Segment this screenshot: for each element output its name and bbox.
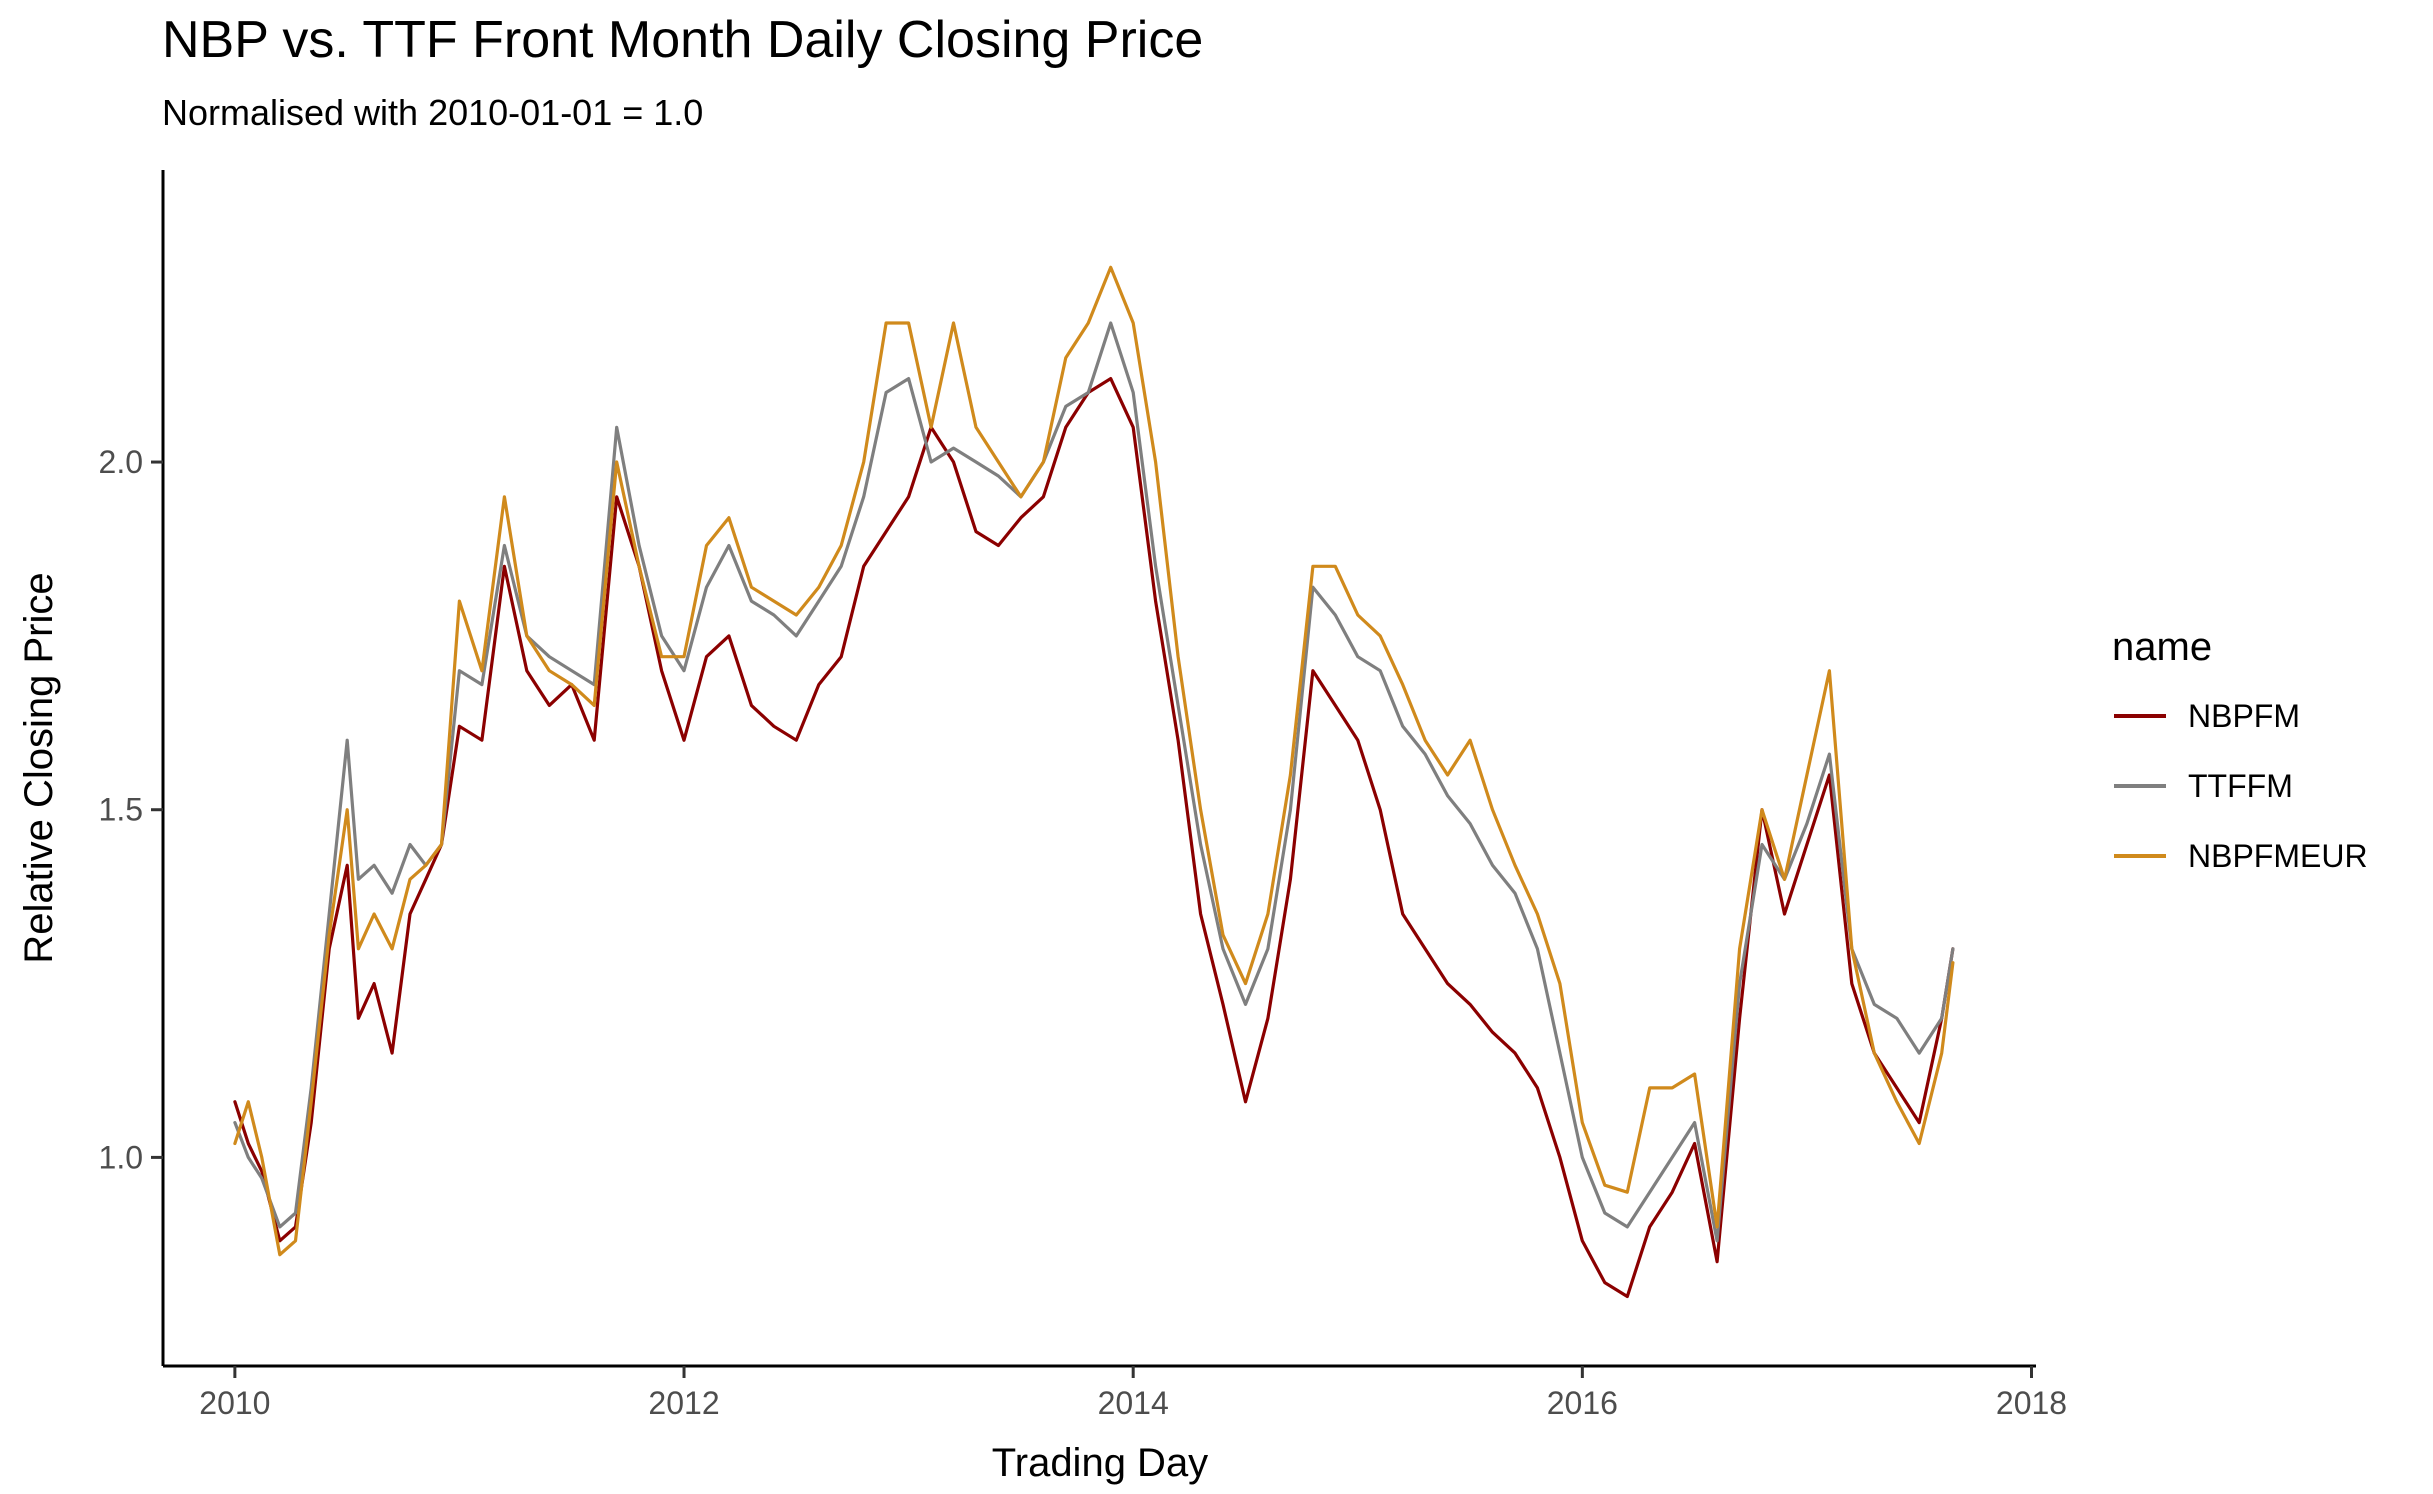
series-line-nbpfm bbox=[233, 377, 1955, 1299]
series-line-nbpfmeur bbox=[233, 265, 1955, 1257]
x-tick-label-4: 2018 bbox=[1996, 1385, 2067, 1421]
x-tick-label-1: 2012 bbox=[648, 1385, 719, 1421]
y-axis-title: Relative Closing Price bbox=[17, 572, 61, 963]
legend-label-nbpfmeur: NBPFMEUR bbox=[2188, 838, 2368, 874]
chart-title: NBP vs. TTF Front Month Daily Closing Pr… bbox=[162, 11, 1204, 69]
x-tick-label-2: 2014 bbox=[1098, 1385, 1169, 1421]
series-layer bbox=[233, 265, 1955, 1299]
x-tick-label-3: 2016 bbox=[1547, 1385, 1618, 1421]
y-tick-label-1: 1.5 bbox=[99, 792, 143, 828]
legend: name NBPFM TTFFM NBPFMEUR bbox=[2112, 625, 2368, 874]
legend-title: name bbox=[2112, 625, 2212, 669]
legend-label-ttffm: TTFFM bbox=[2188, 768, 2293, 804]
chart-subtitle: Normalised with 2010-01-01 = 1.0 bbox=[162, 92, 704, 133]
y-tick-label-0: 1.0 bbox=[99, 1139, 143, 1175]
series-line-ttffm bbox=[233, 321, 1955, 1243]
legend-label-nbpfm: NBPFM bbox=[2188, 698, 2300, 734]
x-tick-label-0: 2010 bbox=[199, 1385, 270, 1421]
y-tick-label-2: 2.0 bbox=[99, 444, 143, 480]
x-axis-title: Trading Day bbox=[992, 1441, 1208, 1485]
y-axis-ticks: 1.0 1.5 2.0 bbox=[99, 444, 163, 1175]
x-axis-ticks: 2010 2012 2014 2016 2018 bbox=[199, 1366, 2067, 1421]
